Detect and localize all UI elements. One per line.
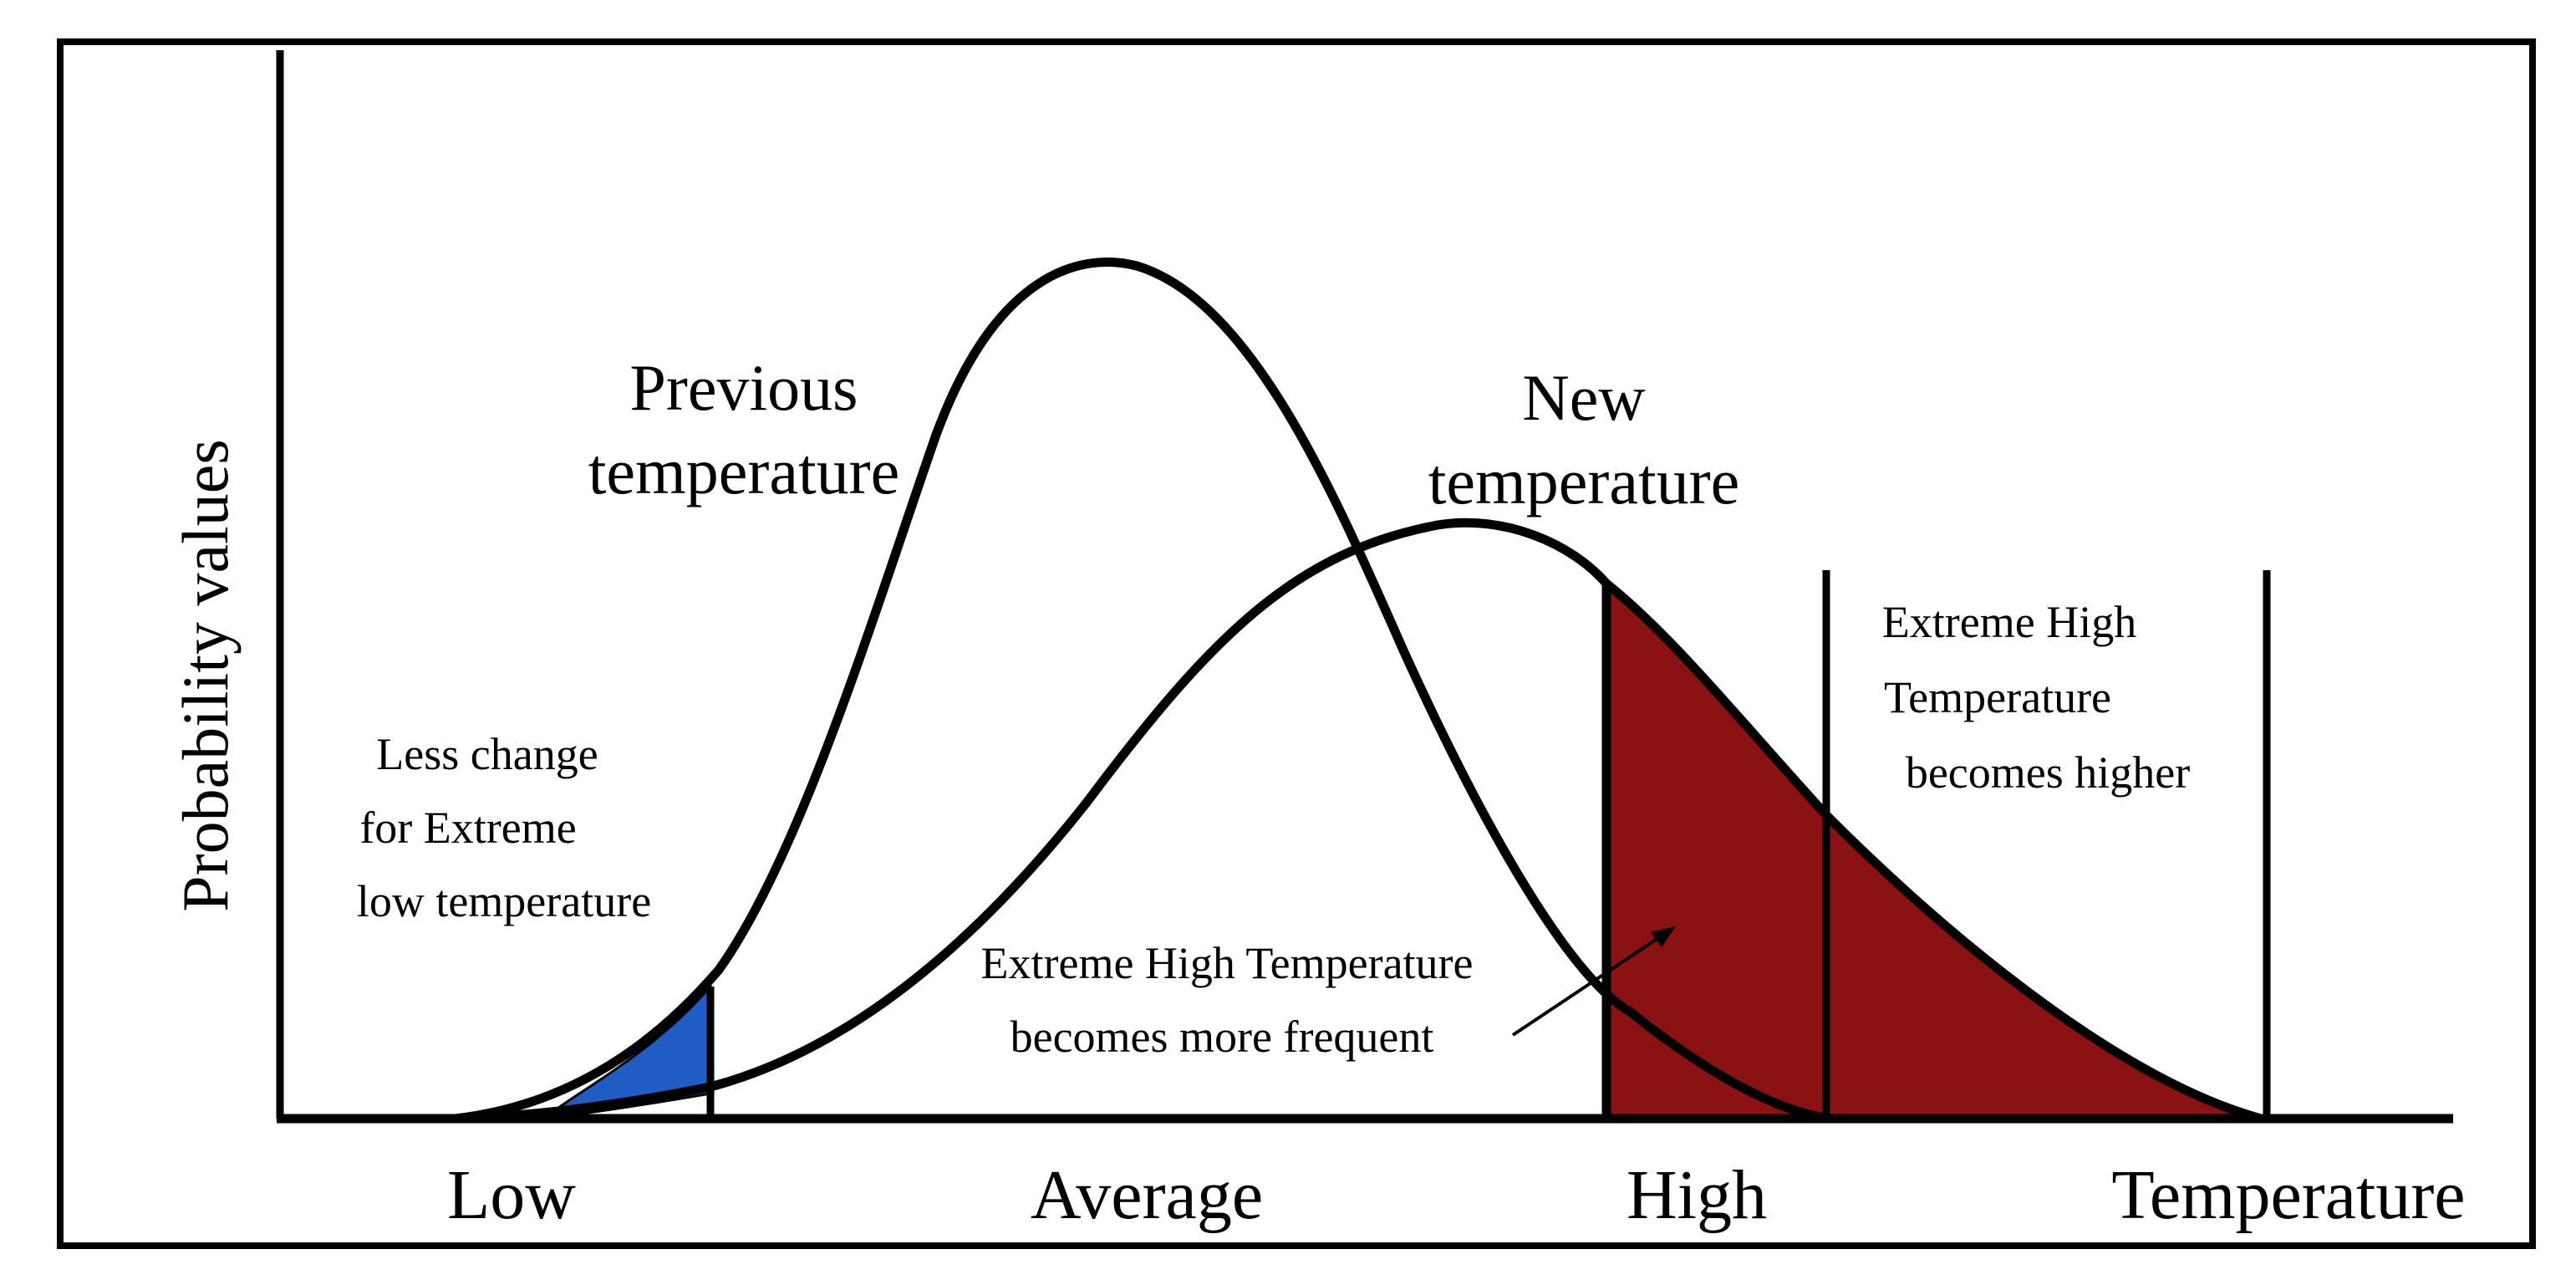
annotation-arrow-line [1511,933,1665,1037]
previous-temperature-label-line2: temperature [588,435,899,507]
previous-temperature-curve [455,258,1831,1124]
figure-frame [57,38,2536,1249]
y-axis-label: Probability values [169,439,242,911]
new-temperature-curve [455,518,2263,1124]
high-higher-annotation-line3: becomes higher [1906,747,2190,798]
x-label-high: High [1627,1156,1767,1234]
new-temperature-label-line1: New [1522,361,1645,434]
high-higher-annotation-line2: Temperature [1884,672,2111,722]
previous-temperature-label-line1: Previous [630,351,858,424]
low-extreme-annotation-line1: Less change [376,729,598,779]
low-extreme-annotation-line2: for Extreme [359,803,576,853]
high-higher-annotation-line1: Extreme High [1882,597,2136,647]
x-label-low: Low [447,1156,576,1234]
x-label-temperature: Temperature [2111,1156,2465,1234]
high-frequent-annotation-line1: Extreme High Temperature [981,938,1474,988]
high-extreme-tail-area [1606,584,2261,1119]
high-frequent-annotation-line2: becomes more frequent [1011,1012,1434,1062]
new-temperature-label-line2: temperature [1428,445,1739,518]
low-extreme-annotation-line3: low temperature [357,876,651,926]
x-label-average: Average [1031,1156,1263,1234]
annotation-arrow-head [1651,926,1676,947]
